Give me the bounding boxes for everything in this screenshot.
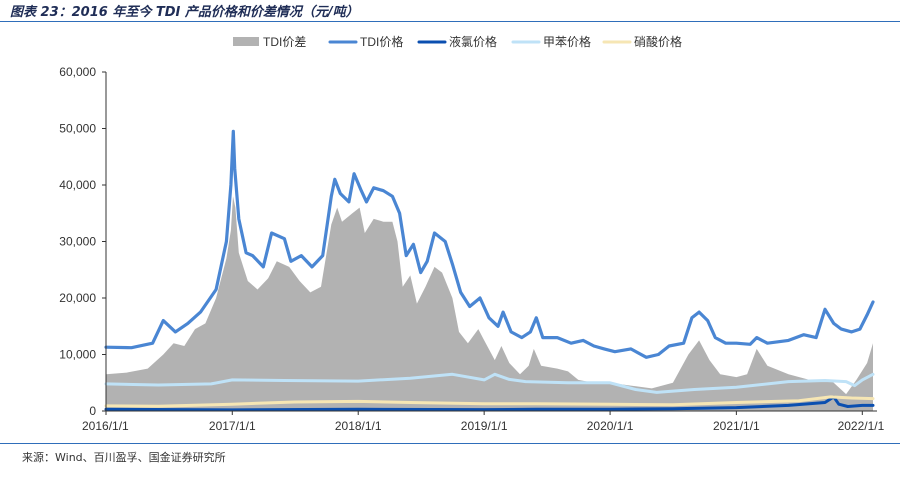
source-note: 来源：Wind、百川盈孚、国金证券研究所: [22, 451, 226, 464]
y-tick-label: 40,000: [59, 178, 96, 192]
legend-label: TDI价差: [263, 35, 306, 49]
figure-title: 图表 23：2016 年至今 TDI 产品价格和价差情况（元/吨）: [10, 5, 359, 20]
series-area-spread: [106, 196, 873, 411]
y-tick-label: 0: [89, 404, 96, 418]
x-tick-label: 2022/1/1: [838, 419, 885, 433]
legend-label: 液氯价格: [449, 34, 497, 49]
x-axis: 2016/1/1 2017/1/1 2018/1/1 2019/1/1 2020/1/1…: [82, 410, 885, 433]
legend-label: 甲苯价格: [543, 34, 591, 49]
y-tick-label: 10,000: [59, 348, 96, 362]
legend-label: 硝酸价格: [634, 34, 682, 49]
y-tick-label: 50,000: [59, 122, 96, 136]
x-tick-label: 2016/1/1: [82, 419, 129, 433]
x-tick-label: 2017/1/1: [209, 419, 256, 433]
x-tick-label: 2020/1/1: [587, 419, 634, 433]
legend-label: TDI价格: [360, 34, 403, 49]
y-tick-label: 20,000: [59, 291, 96, 305]
plot-area: [104, 129, 875, 412]
chart-legend: TDI价差 TDI价格 液氯价格 甲苯价格 硝酸价格: [233, 34, 682, 49]
x-tick-label: 2021/1/1: [713, 419, 760, 433]
legend-swatch-spread: [233, 37, 259, 46]
series-line-chlorine: [104, 395, 875, 412]
tdi-price-chart: TDI价差 TDI价格 液氯价格 甲苯价格 硝酸价格 0 10,000 20,000 30,0…: [59, 34, 885, 433]
y-tick-label: 30,000: [59, 235, 96, 249]
y-axis: 0 10,000 20,000 30,000 40,000 50,000 60,000: [59, 65, 107, 418]
bottom-divider: [0, 443, 900, 444]
x-tick-label: 2019/1/1: [461, 419, 508, 433]
top-divider: [0, 21, 900, 22]
series-line-toluene: [104, 372, 875, 394]
series-line-nitric: [104, 395, 875, 408]
y-tick-label: 60,000: [59, 65, 96, 79]
series-line-tdi: [104, 129, 875, 359]
x-tick-label: 2018/1/1: [335, 419, 382, 433]
